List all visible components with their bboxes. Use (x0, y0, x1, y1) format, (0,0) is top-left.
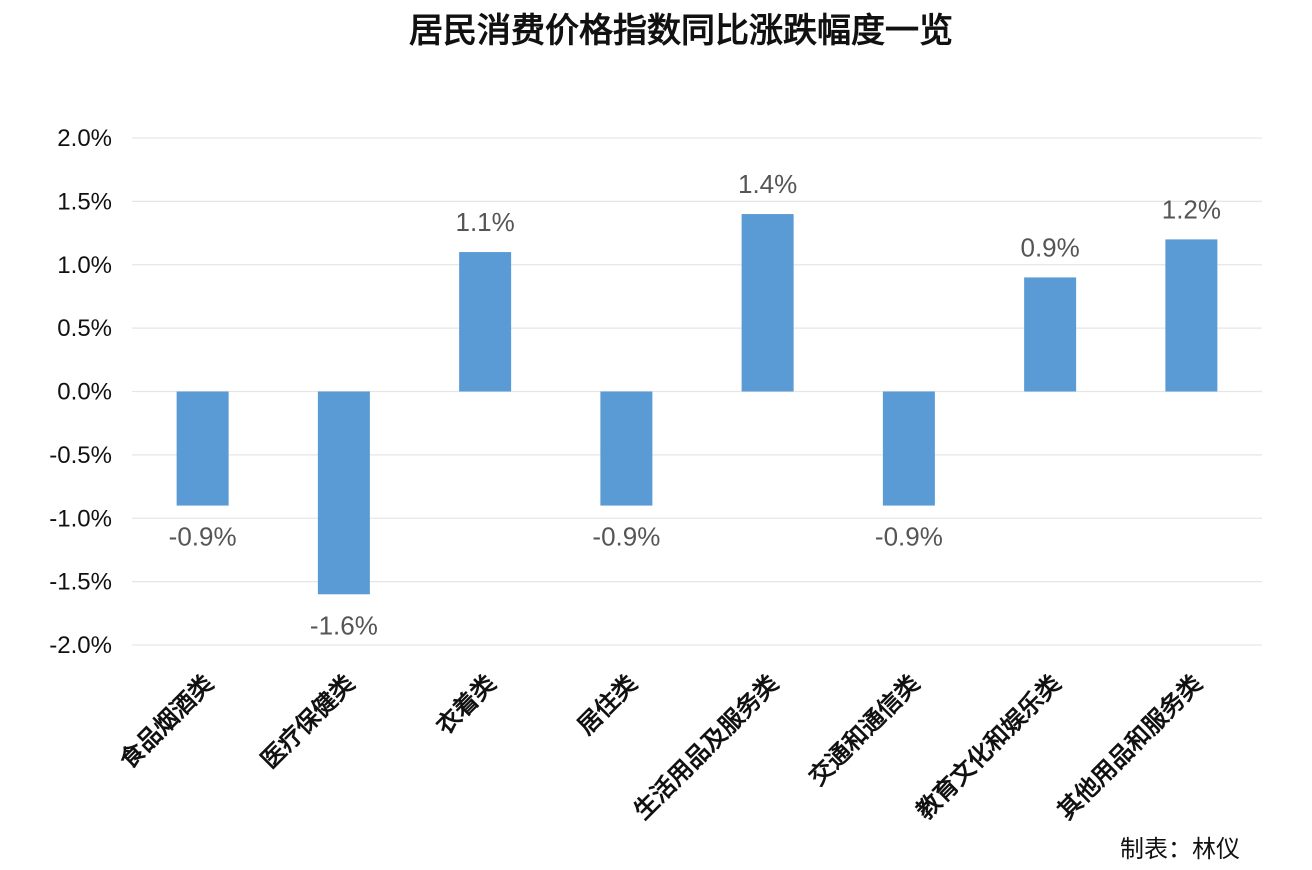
data-label: 1.1% (455, 207, 514, 237)
bar (1024, 277, 1077, 392)
bar (317, 391, 370, 595)
bars (176, 214, 1218, 595)
y-tick-label: 0.0% (57, 379, 112, 406)
y-tick-label: 0.5% (57, 315, 112, 342)
x-tick-label: 生活用品及服务类 (628, 669, 784, 825)
data-label: -1.6% (310, 610, 378, 640)
y-tick-label: -1.5% (49, 569, 112, 596)
data-label: 0.9% (1020, 232, 1079, 262)
chart-title: 居民消费价格指数同比涨跌幅度一览 (409, 11, 953, 51)
data-label: 1.2% (1162, 194, 1221, 224)
y-tick-label: -0.5% (49, 442, 112, 469)
y-tick-label: -2.0% (49, 632, 112, 659)
y-tick-label: 2.0% (57, 125, 112, 152)
bar (176, 391, 229, 506)
y-tick-label: 1.5% (57, 188, 112, 215)
data-labels: -0.9% -1.6% 1.1% -0.9% 1.4% -0.9% 0.9% 1.2% (169, 169, 1221, 640)
credit-text: 制表：林仪 (1120, 835, 1240, 863)
bar (600, 391, 653, 506)
x-tick-label: 教育文化和娱乐类 (911, 669, 1067, 825)
x-tick-label: 医疗保健类 (255, 669, 360, 774)
data-label: -0.9% (592, 522, 660, 552)
bar (741, 214, 794, 392)
x-tick-label: 衣着类 (431, 669, 502, 740)
x-tick-label: 交通和通信类 (803, 669, 925, 791)
bar (882, 391, 935, 506)
data-label: -0.9% (875, 522, 943, 552)
y-tick-label: -1.0% (49, 505, 112, 532)
x-tick-label: 食品烟酒类 (114, 669, 219, 774)
x-tick-label: 其他用品和服务类 (1052, 669, 1208, 825)
bar (1165, 239, 1218, 392)
data-label: 1.4% (738, 169, 797, 199)
x-tick-label: 居住类 (572, 669, 643, 740)
y-axis-ticks: 2.0% 1.5% 1.0% 0.5% 0.0% -0.5% -1.0% -1.5% -2.0% (49, 125, 112, 659)
grid-layer (132, 137, 1262, 646)
bar (459, 252, 512, 392)
data-label: -0.9% (169, 522, 237, 552)
y-tick-label: 1.0% (57, 252, 112, 279)
